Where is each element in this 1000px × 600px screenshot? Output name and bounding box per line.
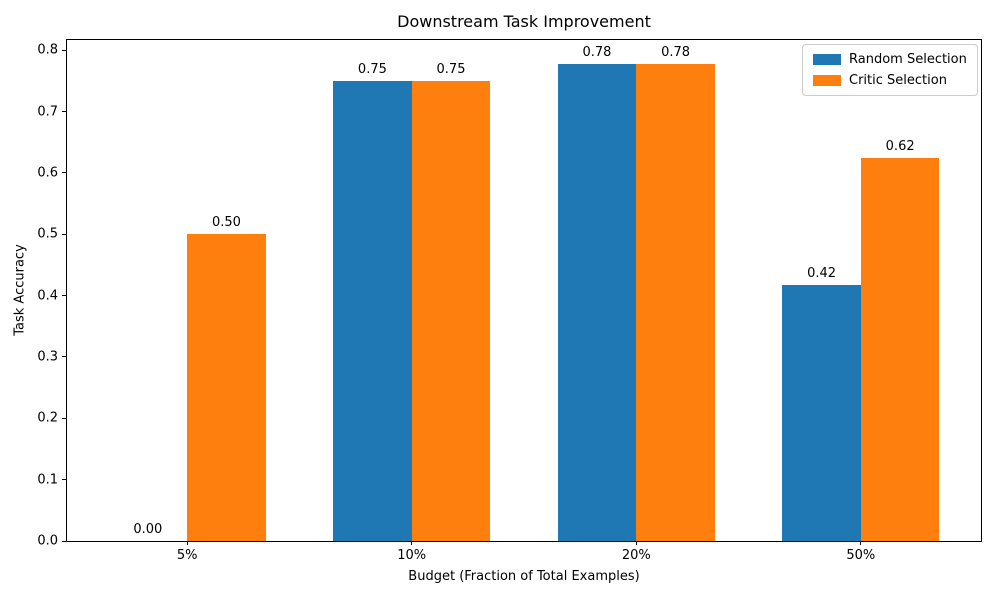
y-tick-label: 0.3 (37, 349, 58, 365)
x-tick-label: 50% (846, 548, 876, 563)
bar-critic-5% (187, 234, 266, 541)
x-axis-label: Budget (Fraction of Total Examples) (408, 569, 640, 584)
bar-value-label: 0.00 (133, 522, 163, 537)
y-tick (62, 111, 67, 113)
y-tick-label: 0.0 (37, 533, 58, 549)
y-tick-label: 0.4 (37, 288, 58, 304)
y-tick (62, 356, 67, 358)
legend-item-critic-selection: Critic Selection (813, 73, 967, 88)
bar-random-20% (557, 63, 637, 541)
chart-title: Downstream Task Improvement (397, 12, 651, 31)
bar-value-label: 0.50 (211, 215, 241, 231)
legend-swatch-critic-selection (813, 75, 841, 86)
y-tick-label: 0.8 (37, 42, 58, 58)
y-tick (62, 295, 67, 297)
bar-value-label: 0.78 (661, 44, 691, 60)
bar-value-label: 0.42 (807, 266, 837, 282)
legend-label-critic-selection: Critic Selection (849, 73, 947, 88)
y-axis-label: Task Accuracy (12, 244, 28, 336)
y-tick-label: 0.2 (37, 410, 58, 426)
x-tick-label: 5% (176, 548, 198, 563)
y-tick (62, 479, 67, 481)
legend-swatch-random-selection (813, 54, 841, 65)
y-tick (62, 540, 67, 542)
bar-value-label: 0.75 (357, 61, 387, 77)
legend: Random Selection Critic Selection (802, 44, 978, 96)
y-tick (62, 49, 67, 51)
y-tick-label: 0.5 (37, 226, 58, 242)
y-tick (62, 417, 67, 419)
bar-critic-20% (636, 63, 715, 541)
bar-random-10% (333, 80, 412, 541)
bar-value-label: 0.62 (885, 138, 915, 154)
x-tick (860, 541, 862, 545)
x-tick-label: 10% (397, 548, 427, 563)
legend-label-random-selection: Random Selection (849, 52, 967, 67)
x-tick (411, 541, 413, 545)
bar-critic-10% (411, 80, 491, 541)
bar-critic-50% (860, 157, 940, 541)
plot-area: 5% 10% 20% 50% 0.0 0.1 0.2 0.3 0.4 0.5 0.6 0.7 0.8 0.… (37, 39, 982, 563)
bar-value-label: 0.78 (582, 44, 612, 60)
x-tick-label: 20% (621, 548, 651, 563)
x-tick (186, 541, 188, 545)
y-tick-label: 0.6 (37, 165, 58, 181)
y-tick-label: 0.1 (37, 472, 58, 488)
bar-value-label: 0.75 (436, 61, 466, 77)
y-tick (62, 233, 67, 235)
y-tick-label: 0.7 (37, 104, 58, 120)
x-tick (635, 541, 637, 545)
legend-item-random-selection: Random Selection (813, 52, 967, 67)
bar-random-50% (782, 285, 861, 541)
y-tick (62, 172, 67, 174)
